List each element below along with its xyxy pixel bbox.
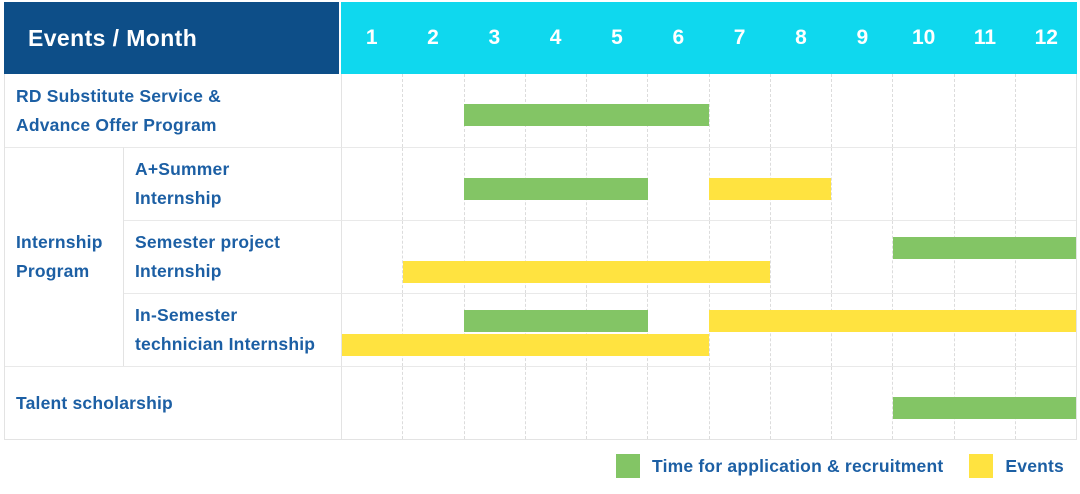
month-grid-cell: [892, 148, 953, 220]
month-grid-cell: [1014, 74, 1076, 147]
label-line: Internship: [135, 188, 222, 208]
label-line: RD Substitute Service &: [16, 85, 221, 106]
application-bar: [464, 178, 648, 200]
row-label-a-plus-summer-internship: A+Summer Internship: [124, 147, 342, 220]
legend-label-application: Time for application & recruitment: [652, 455, 944, 476]
events-month-header: Events / Month: [4, 2, 339, 74]
legend-swatch-application: [616, 454, 641, 478]
month-grid-cell: [402, 74, 463, 147]
row-label-in-semester-technician-internship: In-Semester technician Internship: [124, 293, 342, 366]
row-label-semester-project-internship: Semester project Internship: [124, 220, 342, 293]
application-bar: [892, 237, 1076, 259]
label-line: Internship: [16, 232, 103, 252]
legend-label-events: Events: [1005, 455, 1064, 476]
month-grid-cell: [342, 74, 402, 147]
label-line: Internship: [135, 261, 222, 281]
month-grid-cell: [769, 74, 831, 147]
events-bar: [709, 310, 1076, 332]
month-header-cell: 12: [1034, 26, 1058, 49]
month-header-cell: 11: [973, 26, 997, 49]
label-line: In-Semester: [135, 305, 238, 325]
label-line: Program: [16, 261, 90, 281]
month-grid-cell: [953, 74, 1015, 147]
month-grid-cell: [463, 74, 525, 147]
month-grid-cell: [402, 148, 463, 220]
chart-row-a-plus-summer-internship: [342, 147, 1076, 220]
month-grid-cell: [342, 221, 402, 293]
label-line: Talent scholarship: [16, 392, 173, 413]
month-header-cell: 9: [856, 26, 869, 49]
row-label-rd-substitute-service: RD Substitute Service & Advance Offer Pro…: [5, 74, 342, 147]
month-grid-cell: [524, 221, 586, 293]
month-header-cell: 6: [672, 26, 685, 49]
month-grid-cell: [463, 367, 525, 439]
label-line: A+Summer: [135, 159, 230, 179]
month-grid-cell: [463, 294, 525, 366]
row-label-talent-scholarship: Talent scholarship: [5, 366, 342, 439]
chart-row-rd-substitute-service: [342, 74, 1076, 147]
month-grid-cell: [769, 367, 831, 439]
month-grid-cell: [708, 74, 770, 147]
label-line: Semester project: [135, 232, 281, 252]
month-grid-cell: [769, 221, 831, 293]
month-grid-cell: [342, 367, 402, 439]
group-label-internship-program: Internship Program: [5, 147, 124, 366]
month-grid-cell: [892, 74, 953, 147]
label-line: technician Internship: [135, 334, 316, 354]
gantt-body: Internship Program RD Substitute Service &…: [4, 74, 1077, 440]
chart-row-talent-scholarship: [342, 366, 1076, 439]
month-header-row: 1 2 3 4 5 6 7 8 9 10 11 12: [341, 2, 1077, 74]
application-bar: [464, 310, 648, 332]
page-title: Events / Month: [28, 24, 198, 51]
chart-row-in-semester-technician-internship: [342, 293, 1076, 366]
month-grid-cell: [402, 221, 463, 293]
month-header-cell: 10: [911, 26, 936, 49]
month-header-cell: 8: [795, 26, 807, 49]
month-grid-cell: [463, 221, 525, 293]
gantt-table: Events / Month 1 2 3 4 5 6 7 8 9 10 11 12 Internshi…: [4, 2, 1077, 440]
gantt-header-row: Events / Month 1 2 3 4 5 6 7 8 9 10 11 12: [4, 2, 1077, 74]
month-grid-cell: [831, 367, 892, 439]
application-bar: [892, 397, 1076, 419]
month-header-cell: 7: [733, 26, 746, 49]
month-grid-cell: [524, 367, 586, 439]
month-header-cell: 2: [427, 26, 439, 49]
month-grid-cell: [953, 148, 1015, 220]
month-grid-cell: [831, 148, 892, 220]
events-bar: [403, 261, 771, 283]
month-header-cell: 4: [549, 26, 562, 49]
month-grid-cell: [647, 367, 708, 439]
month-grid-cell: [586, 221, 647, 293]
month-grid-cell: [708, 221, 770, 293]
month-header-cell: 1: [365, 26, 378, 49]
month-grid-cell: [647, 148, 708, 220]
label-line: Advance Offer Program: [16, 114, 217, 135]
month-grid-cell: [402, 367, 463, 439]
application-bar: [464, 104, 709, 126]
month-grid-cell: [586, 367, 647, 439]
month-grid-cell: [831, 74, 892, 147]
events-bar: [342, 334, 709, 356]
month-grid-cell: [463, 148, 525, 220]
month-grid-cell: [647, 221, 708, 293]
legend: Time for application & recruitment Events: [0, 441, 1064, 491]
month-grid-cell: [402, 294, 463, 366]
events-bar: [709, 178, 832, 200]
chart-row-semester-project-internship: [342, 220, 1076, 293]
month-grid-cell: [1014, 148, 1076, 220]
month-header-cell: 3: [488, 26, 501, 49]
month-grid-cell: [342, 148, 402, 220]
month-grid-cell: [708, 367, 770, 439]
legend-swatch-events: [969, 454, 994, 478]
month-grid-cell: [831, 221, 892, 293]
month-header-cell: 5: [611, 26, 623, 49]
